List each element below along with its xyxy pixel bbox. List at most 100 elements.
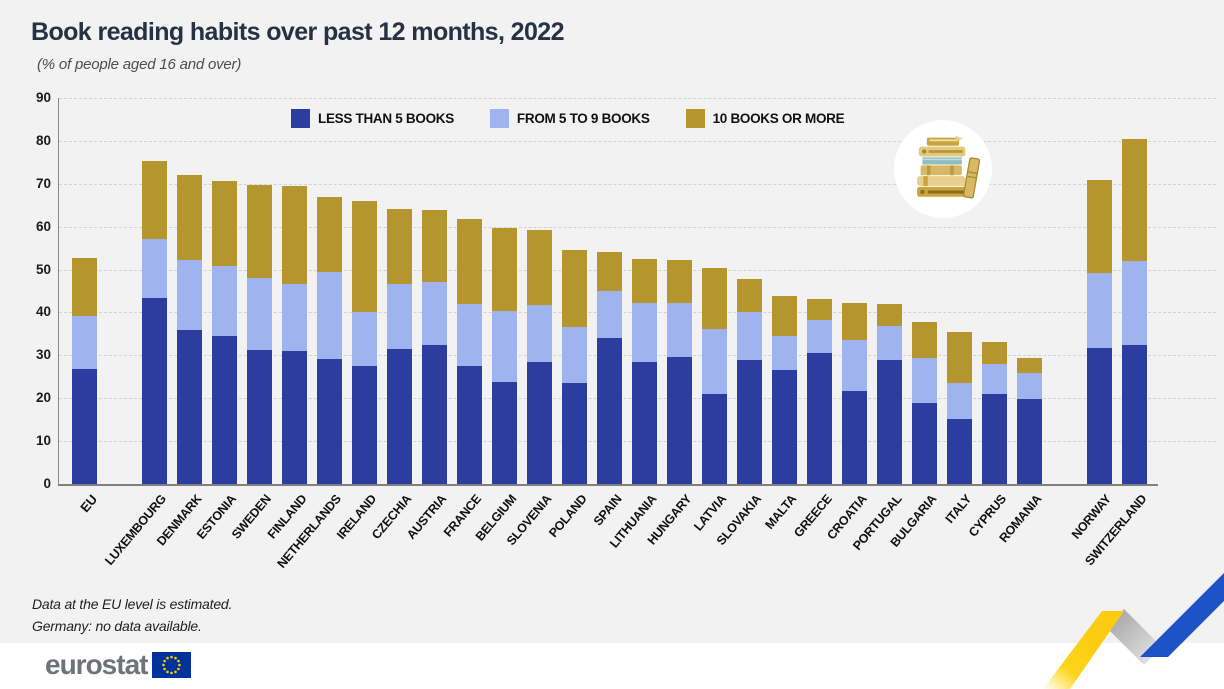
bar-segment-10-books-or-more: [317, 196, 342, 273]
bar-segment-less-than-5-books: [1087, 348, 1112, 484]
bar-segment-from-5-to-9-books: [317, 272, 342, 359]
bar-segment-10-books-or-more: [1017, 357, 1042, 373]
eurostat-logo-text: eurostat: [45, 649, 148, 680]
bar-segment-10-books-or-more: [352, 200, 377, 313]
bar-segment-less-than-5-books: [702, 393, 727, 484]
y-axis-tick-label: 50: [35, 261, 51, 277]
legend-label: FROM 5 TO 9 BOOKS: [516, 111, 650, 126]
bar-segment-less-than-5-books: [387, 348, 412, 484]
bar-greece: [807, 298, 832, 484]
bar-france: [457, 219, 482, 484]
bar-segment-from-5-to-9-books: [807, 320, 832, 353]
y-axis-tick-label: 60: [35, 218, 51, 234]
bar-croatia: [842, 303, 867, 484]
bar-austria: [422, 209, 447, 484]
bar-segment-10-books-or-more: [772, 295, 797, 337]
bar-segment-less-than-5-books: [317, 358, 342, 484]
bar-segment-10-books-or-more: [737, 279, 762, 313]
bar-segment-less-than-5-books: [562, 383, 587, 484]
bar-italy: [947, 332, 972, 484]
bar-segment-from-5-to-9-books: [982, 364, 1007, 394]
y-axis-tick-label: 10: [35, 433, 51, 449]
chart-title: Book reading habits over past 12 months,…: [31, 18, 564, 46]
bar-segment-10-books-or-more: [947, 332, 972, 383]
bar-bulgaria: [912, 322, 937, 484]
bar-segment-from-5-to-9-books: [492, 310, 517, 383]
plot-area: 0 10 20 30 40 50 60 70 80 90 EU LUXEMBOURG DENMARK ES…: [36, 90, 1216, 571]
zigzag-ribbon-graphic: [1043, 573, 1224, 689]
bar-ireland: [352, 200, 377, 484]
x-axis-label-italy: ITALY: [942, 492, 975, 526]
bar-segment-10-books-or-more: [247, 185, 272, 278]
bar-segment-from-5-to-9-books: [562, 327, 587, 384]
bar-segment-from-5-to-9-books: [457, 303, 482, 366]
footer-strip: [0, 643, 1224, 689]
eurostat-logo: eurostat: [45, 649, 192, 681]
bar-segment-less-than-5-books: [142, 298, 167, 484]
bar-norway: [1087, 179, 1112, 484]
bar-segment-less-than-5-books: [212, 335, 237, 484]
footnote-eu-estimated: Data at the EU level is estimated.: [32, 596, 233, 612]
gridline: [59, 226, 1216, 228]
gridline: [59, 98, 1216, 99]
bar-segment-10-books-or-more: [562, 249, 587, 328]
bar-belgium: [492, 227, 517, 484]
bar-switzerland: [1122, 138, 1147, 484]
bar-segment-from-5-to-9-books: [387, 284, 412, 349]
bar-sweden: [247, 185, 272, 484]
bar-segment-from-5-to-9-books: [702, 328, 727, 394]
bar-romania: [1017, 357, 1042, 484]
bar-segment-less-than-5-books: [667, 357, 692, 484]
y-axis-tick-label: 70: [35, 175, 51, 191]
y-axis-tick-label: 20: [35, 390, 51, 406]
bar-segment-less-than-5-books: [737, 359, 762, 484]
bar-segment-from-5-to-9-books: [877, 326, 902, 360]
bar-segment-less-than-5-books: [912, 402, 937, 484]
bar-segment-from-5-to-9-books: [632, 302, 657, 362]
bar-segment-less-than-5-books: [807, 352, 832, 484]
bar-portugal: [877, 303, 902, 484]
bar-segment-from-5-to-9-books: [72, 316, 97, 370]
eu-flag-icon: [152, 652, 192, 678]
bar-segment-10-books-or-more: [142, 161, 167, 239]
bar-estonia: [212, 180, 237, 484]
bar-segment-less-than-5-books: [72, 369, 97, 484]
bar-segment-10-books-or-more: [912, 322, 937, 358]
legend-item-less-than-5: LESS THAN 5 BOOKS: [291, 109, 454, 128]
bar-cyprus: [982, 342, 1007, 484]
bar-segment-less-than-5-books: [632, 361, 657, 484]
bar-slovakia: [737, 279, 762, 484]
bar-segment-10-books-or-more: [457, 219, 482, 304]
bar-lithuania: [632, 259, 657, 484]
bar-segment-less-than-5-books: [177, 330, 202, 484]
bar-segment-10-books-or-more: [1087, 179, 1112, 274]
bar-segment-10-books-or-more: [877, 303, 902, 327]
bar-slovenia: [527, 230, 552, 484]
bar-segment-less-than-5-books: [772, 369, 797, 484]
legend-label: 10 BOOKS OR MORE: [712, 111, 845, 126]
bar-spain: [597, 251, 622, 484]
bar-segment-10-books-or-more: [702, 267, 727, 329]
legend-label: LESS THAN 5 BOOKS: [318, 111, 454, 126]
bar-czechia: [387, 208, 412, 484]
bar-segment-less-than-5-books: [947, 418, 972, 484]
bar-malta: [772, 295, 797, 484]
x-axis-label-spain: SPAIN: [590, 492, 625, 529]
bar-segment-from-5-to-9-books: [352, 312, 377, 366]
bar-segment-less-than-5-books: [842, 391, 867, 484]
bar-segment-from-5-to-9-books: [737, 312, 762, 360]
bar-segment-10-books-or-more: [667, 259, 692, 304]
bar-segment-less-than-5-books: [527, 362, 552, 484]
bar-segment-10-books-or-more: [387, 208, 412, 285]
bar-segment-10-books-or-more: [422, 209, 447, 283]
bar-segment-from-5-to-9-books: [947, 382, 972, 419]
bar-segment-less-than-5-books: [1017, 399, 1042, 484]
bar-segment-from-5-to-9-books: [142, 238, 167, 299]
bar-segment-10-books-or-more: [72, 257, 97, 317]
bar-segment-less-than-5-books: [247, 349, 272, 484]
books-icon: [917, 135, 981, 199]
bar-segment-10-books-or-more: [282, 185, 307, 284]
legend-swatch-gold: [685, 109, 705, 128]
bar-segment-from-5-to-9-books: [1087, 273, 1112, 349]
bar-segment-from-5-to-9-books: [422, 282, 447, 346]
